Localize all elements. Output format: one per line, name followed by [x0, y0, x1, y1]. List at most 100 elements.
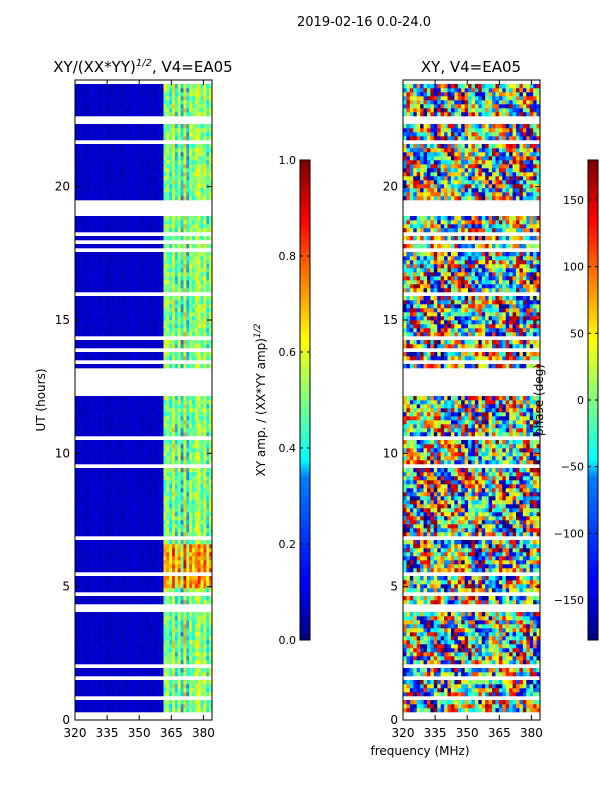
amplitude-cell	[106, 532, 110, 537]
amplitude-cell	[83, 488, 87, 493]
amplitude-cell	[106, 328, 110, 333]
amplitude-cell	[203, 224, 207, 229]
amplitude-cell	[75, 412, 79, 417]
amplitude-cell	[186, 364, 190, 369]
amplitude-cell	[83, 532, 87, 537]
amplitude-cell	[200, 444, 204, 449]
amplitude-cell	[117, 408, 121, 413]
amplitude-cell	[189, 340, 193, 345]
amplitude-cell	[166, 476, 170, 481]
amplitude-cell	[123, 184, 127, 189]
amplitude-cell	[180, 448, 184, 453]
amplitude-cell	[194, 680, 199, 685]
amplitude-cell	[160, 244, 164, 249]
amplitude-cell	[112, 228, 116, 233]
amplitude-cell	[203, 280, 207, 285]
amplitude-cell	[83, 332, 87, 337]
amplitude-cell	[112, 680, 116, 685]
amplitude-cell	[117, 340, 121, 345]
amplitude-cell	[200, 516, 204, 521]
amplitude-cell	[75, 620, 79, 625]
amplitude-cell	[120, 684, 124, 689]
amplitude-cell	[200, 236, 204, 241]
amplitude-cell	[97, 456, 101, 461]
amplitude-cell	[172, 256, 176, 261]
amplitude-cell	[163, 268, 167, 273]
amplitude-cell	[180, 224, 184, 229]
amplitude-cell	[189, 300, 193, 305]
amplitude-cell	[92, 648, 96, 653]
amplitude-cell	[137, 440, 141, 445]
amplitude-cell	[174, 424, 179, 429]
amplitude-cell	[80, 628, 84, 633]
amplitude-cell	[114, 596, 119, 601]
amplitude-cell	[209, 624, 212, 629]
amplitude-cell	[103, 416, 107, 421]
amplitude-cell	[126, 276, 130, 281]
amplitude-cell	[149, 596, 153, 601]
amplitude-cell	[120, 480, 124, 485]
amplitude-cell	[137, 524, 141, 529]
amplitude-cell	[194, 616, 199, 621]
amplitude-cell	[209, 324, 212, 329]
amplitude-cell	[97, 648, 101, 653]
amplitude-cell	[123, 420, 127, 425]
amplitude-cell	[106, 620, 110, 625]
amplitude-cell	[132, 588, 136, 593]
amplitude-cell	[200, 692, 204, 697]
amplitude-cell	[183, 528, 187, 533]
amplitude-cell	[129, 520, 133, 525]
amplitude-cell	[137, 408, 141, 413]
amplitude-cell	[134, 428, 139, 433]
amplitude-cell	[192, 472, 196, 477]
amplitude-cell	[129, 596, 133, 601]
amplitude-cell	[203, 256, 207, 261]
amplitude-cell	[132, 492, 136, 497]
amplitude-cell	[100, 184, 104, 189]
amplitude-cell	[140, 448, 144, 453]
amplitude-cell	[129, 524, 133, 529]
amplitude-cell	[203, 692, 207, 697]
amplitude-cell	[86, 416, 90, 421]
amplitude-cell	[169, 632, 173, 637]
amplitude-cell	[126, 228, 130, 233]
amplitude-cell	[92, 268, 96, 273]
amplitude-cell	[192, 228, 196, 233]
amplitude-cell	[123, 196, 127, 201]
amplitude-cell	[146, 364, 150, 369]
amplitude-cell	[157, 660, 161, 665]
amplitude-cell	[109, 476, 113, 481]
amplitude-cell	[92, 480, 96, 485]
amplitude-cell	[177, 312, 181, 317]
amplitude-cell	[117, 680, 121, 685]
amplitude-cell	[120, 516, 124, 521]
amplitude-cell	[86, 596, 90, 601]
amplitude-cell	[112, 332, 116, 337]
amplitude-cell	[92, 644, 96, 649]
amplitude-cell	[154, 700, 159, 705]
amplitude-cell	[137, 552, 141, 557]
amplitude-cell	[154, 600, 159, 605]
amplitude-cell	[189, 560, 193, 565]
amplitude-cell	[117, 688, 121, 693]
amplitude-cell	[189, 512, 193, 517]
amplitude-cell	[209, 296, 212, 301]
amplitude-cell	[137, 192, 141, 197]
amplitude-cell	[137, 624, 141, 629]
amplitude-cell	[163, 220, 167, 225]
amplitude-cell	[103, 692, 107, 697]
amplitude-cell	[106, 684, 110, 689]
amplitude-cell	[106, 588, 110, 593]
amplitude-cell	[86, 364, 90, 369]
amplitude-cell	[163, 288, 167, 293]
amplitude-cell	[120, 444, 124, 449]
amplitude-cell	[180, 332, 184, 337]
amplitude-cell	[157, 496, 161, 501]
amplitude-cell	[152, 708, 156, 713]
amplitude-cell	[183, 328, 187, 333]
amplitude-cell	[75, 484, 79, 489]
amplitude-cell	[123, 520, 127, 525]
amplitude-cell	[146, 440, 150, 445]
amplitude-cell	[146, 416, 150, 421]
amplitude-cell	[86, 692, 90, 697]
